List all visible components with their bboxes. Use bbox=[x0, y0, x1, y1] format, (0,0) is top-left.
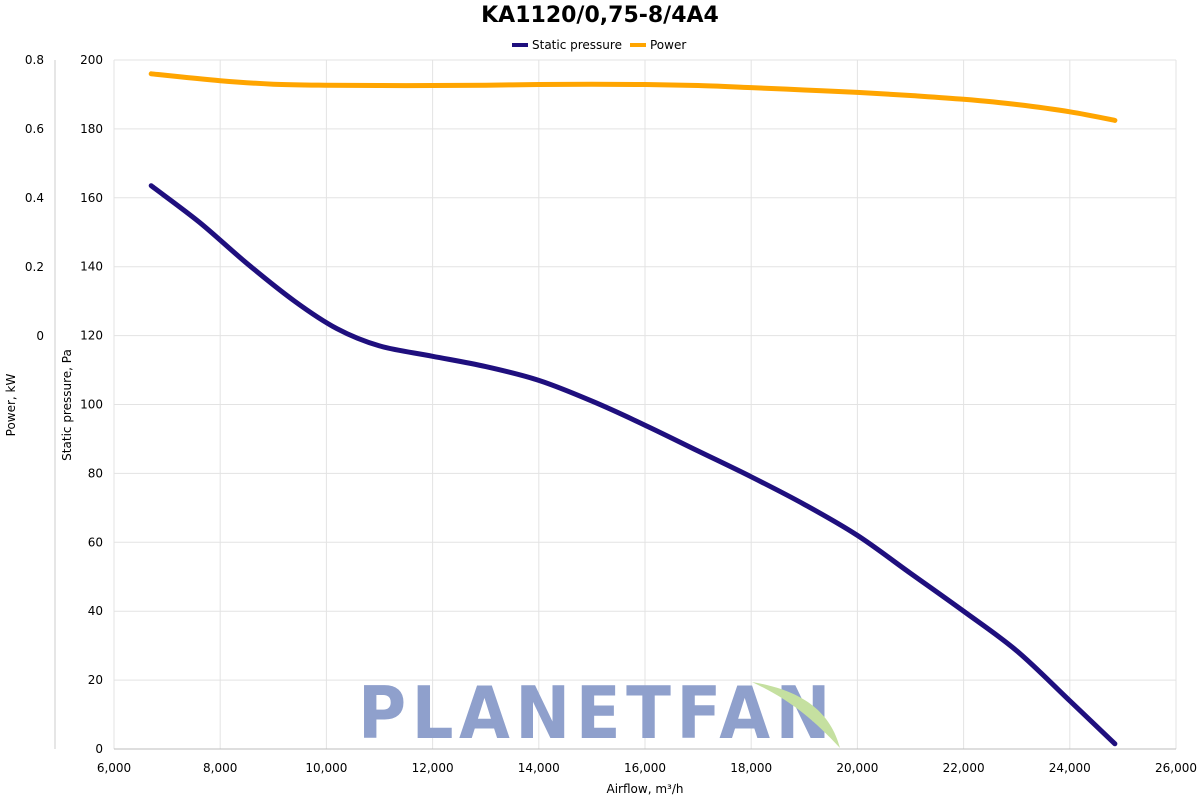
leaf-icon bbox=[752, 682, 840, 748]
y-tick-label: 160 bbox=[80, 191, 103, 205]
x-tick-label: 24,000 bbox=[1049, 761, 1091, 775]
x-tick-label: 16,000 bbox=[624, 761, 666, 775]
y2-tick-label: 0.6 bbox=[25, 122, 44, 136]
series bbox=[148, 71, 1118, 747]
y-tick-label: 20 bbox=[88, 673, 103, 687]
legend-label-power: Power bbox=[650, 38, 686, 52]
chart-title: KA1120/0,75-8/4A4 bbox=[481, 3, 719, 28]
x-tick-label: 18,000 bbox=[730, 761, 772, 775]
y2-tick-label: 0.4 bbox=[25, 191, 44, 205]
x-tick-label: 10,000 bbox=[305, 761, 347, 775]
grid bbox=[113, 59, 1177, 750]
watermark-text: PLANETFAN bbox=[358, 671, 836, 755]
x-axis-title: Airflow, m³/h bbox=[607, 782, 684, 796]
y-tick-label: 140 bbox=[80, 260, 103, 274]
watermark: PLANETFAN bbox=[358, 671, 840, 755]
x-tick-label: 6,000 bbox=[97, 761, 131, 775]
legend: Static pressure Power bbox=[512, 38, 686, 52]
y2-tick-label: 0.8 bbox=[25, 53, 44, 67]
y-tick-label: 80 bbox=[88, 466, 103, 480]
y2-axis-title: Power, kW bbox=[4, 374, 18, 437]
legend-label-static-pressure: Static pressure bbox=[532, 38, 622, 52]
x-tick-label: 22,000 bbox=[943, 761, 985, 775]
y-tick-label: 180 bbox=[80, 122, 103, 136]
y-tick-label: 40 bbox=[88, 604, 103, 618]
y-tick-label: 120 bbox=[80, 329, 103, 343]
x-tick-label: 12,000 bbox=[412, 761, 454, 775]
y-tick-label: 60 bbox=[88, 535, 103, 549]
y-tick-label: 100 bbox=[80, 398, 103, 412]
series-line-power bbox=[148, 71, 1118, 123]
y2-tick-label: 0.2 bbox=[25, 260, 44, 274]
x-tick-label: 20,000 bbox=[836, 761, 878, 775]
axes: 6,000 8,000 10,000 12,000 14,000 16,000 18,000… bbox=[25, 53, 1197, 775]
series-line-static-pressure bbox=[148, 183, 1118, 747]
x-tick-label: 26,000 bbox=[1155, 761, 1197, 775]
y-tick-label: 0 bbox=[95, 742, 103, 756]
y2-tick-label: 0 bbox=[36, 329, 44, 343]
y-axis-title: Static pressure, Pa bbox=[60, 349, 74, 461]
x-tick-label: 14,000 bbox=[518, 761, 560, 775]
y-tick-label: 200 bbox=[80, 53, 103, 67]
x-tick-label: 8,000 bbox=[203, 761, 237, 775]
